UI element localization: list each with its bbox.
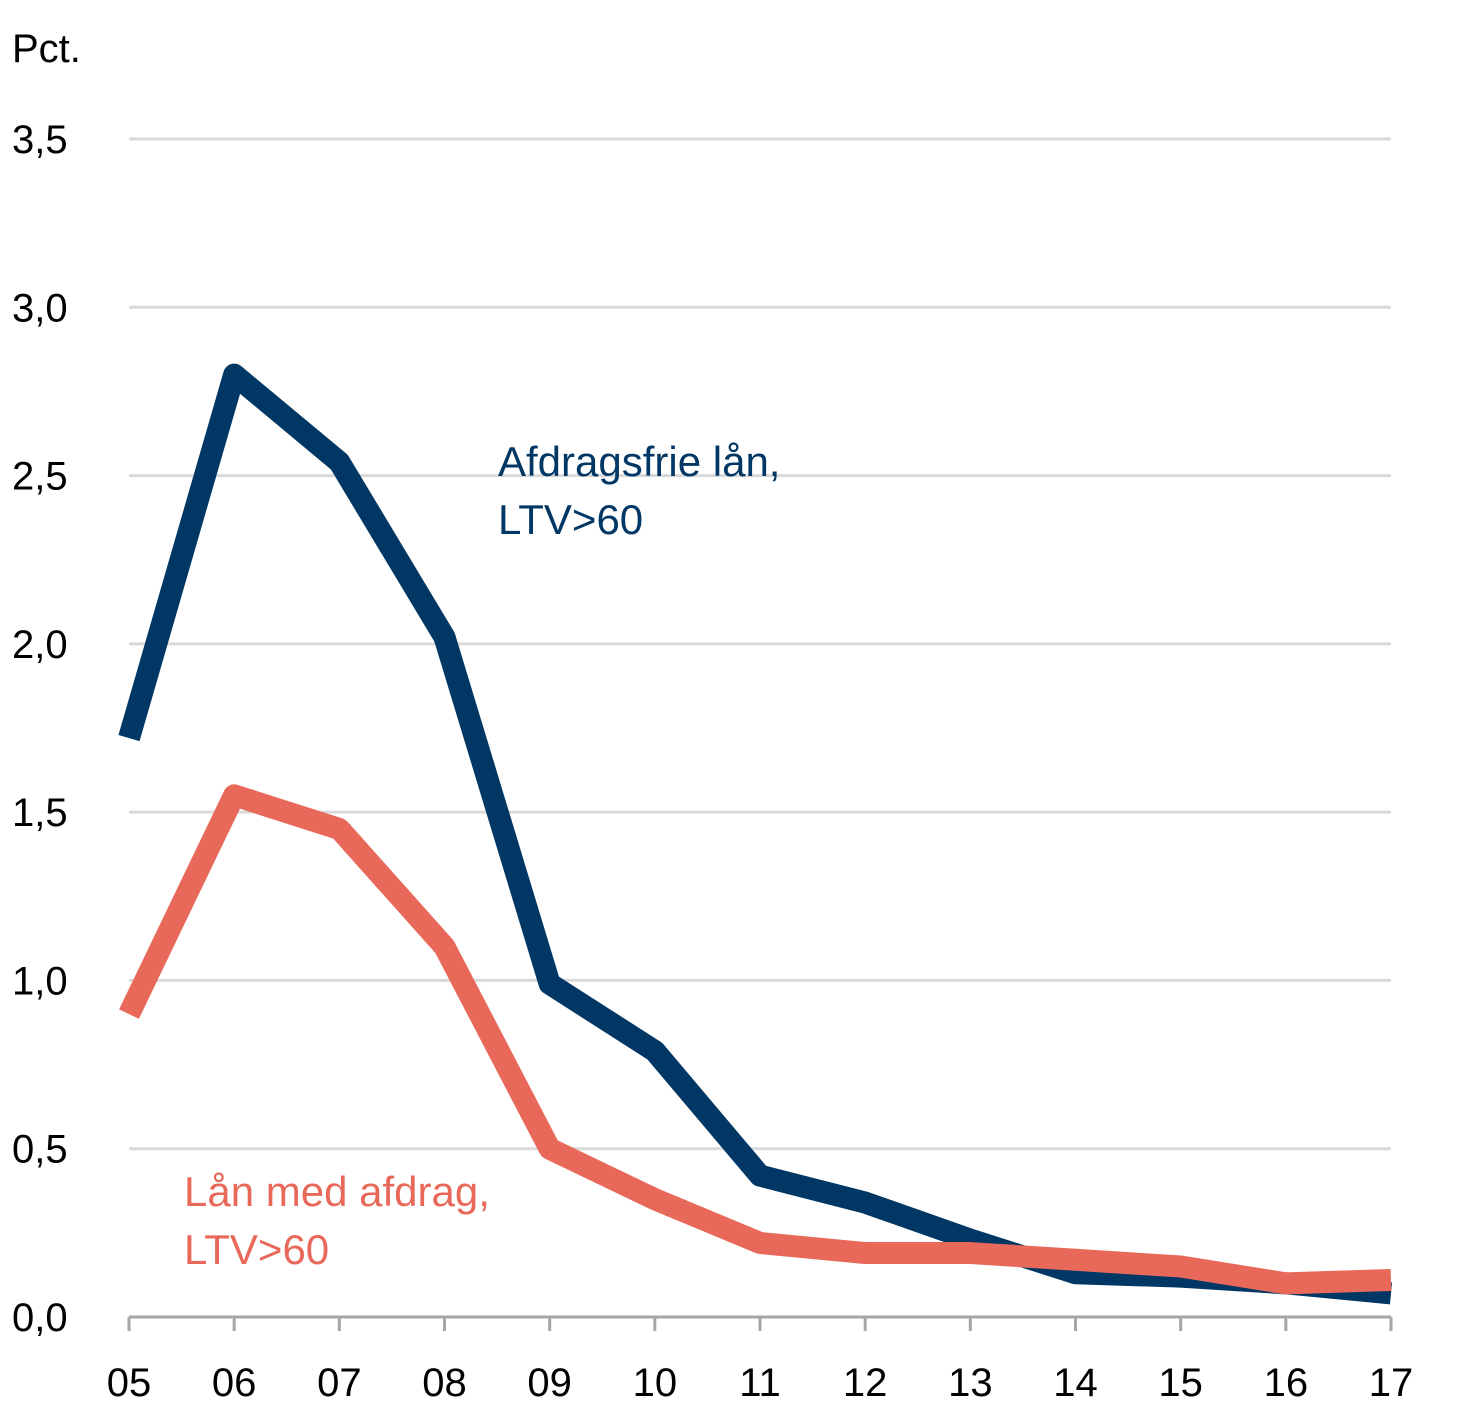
y-tick-label: 2,0: [12, 623, 68, 667]
x-tick-label: 15: [1158, 1361, 1203, 1405]
y-tick-label: 0,5: [12, 1128, 68, 1172]
y-tick-label: 1,5: [12, 791, 68, 835]
y-tick-label: 1,0: [12, 959, 68, 1003]
x-tick-label: 09: [527, 1361, 572, 1405]
series-line-1: [119, 784, 1392, 1295]
series-line-0: [118, 363, 1393, 1305]
series-label-afdragsfrie-line2: LTV>60: [498, 496, 643, 543]
x-tick-label: 16: [1264, 1361, 1309, 1405]
x-tick-label: 13: [948, 1361, 993, 1405]
series-label-med-afdrag-line2: LTV>60: [184, 1226, 329, 1273]
y-tick-label: 2,5: [12, 455, 68, 499]
y-axis-unit-label: Pct.: [12, 27, 81, 71]
gridlines: [129, 137, 1391, 1151]
x-tick-label: 12: [843, 1361, 888, 1405]
x-tick-label: 07: [317, 1361, 362, 1405]
x-tick-label: 05: [107, 1361, 152, 1405]
series-lines: [118, 363, 1393, 1305]
x-tick-label: 08: [422, 1361, 467, 1405]
x-tick-label: 14: [1053, 1361, 1098, 1405]
series-label-afdragsfrie-line1: Afdragsfrie lån,: [498, 438, 780, 485]
y-axis-ticks: 0,0 0,5 1,0 1,5 2,0 2,5 3,0 3,5: [12, 118, 68, 1340]
series-label-med-afdrag-line1: Lån med afdrag,: [184, 1168, 490, 1215]
x-tick-label: 06: [212, 1361, 257, 1405]
y-tick-label: 3,5: [12, 118, 68, 162]
y-tick-label: 0,0: [12, 1296, 68, 1340]
x-tick-label: 10: [633, 1361, 678, 1405]
x-axis: 05 06 07 08 09 10 11 12 13 14 15 16 17: [107, 1315, 1414, 1405]
x-tick-label: 17: [1369, 1361, 1414, 1405]
y-tick-label: 3,0: [12, 286, 68, 330]
x-tick-label: 11: [739, 1361, 781, 1405]
